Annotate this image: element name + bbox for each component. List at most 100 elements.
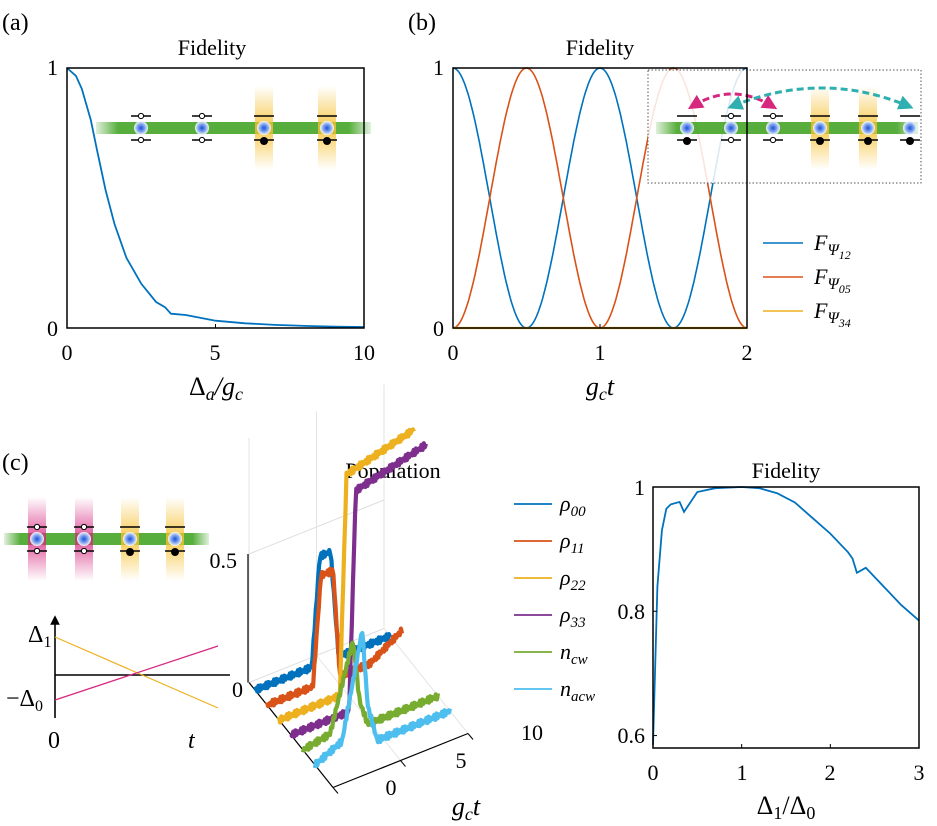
empty-state bbox=[198, 136, 206, 144]
atom bbox=[257, 121, 271, 135]
empty-state bbox=[769, 136, 777, 144]
sweep-delta1-label: Δ1 bbox=[28, 622, 51, 651]
sweep-zero-label: 0 bbox=[48, 728, 60, 754]
panel-a-xtick-0: 0 bbox=[62, 340, 73, 365]
pop-floor-grid bbox=[316, 655, 401, 761]
panel-c-fidelity-ytick-0.8: 0.8 bbox=[618, 599, 646, 624]
atom bbox=[766, 121, 780, 135]
population-xlabel: gct bbox=[452, 792, 481, 824]
panel-c-fidelity-title: Fidelity bbox=[752, 458, 820, 483]
atom bbox=[123, 532, 137, 546]
panel-b-legend-label: FΨ05 bbox=[813, 264, 851, 296]
empty-state bbox=[80, 523, 88, 531]
waveguide bbox=[656, 122, 918, 134]
panel-b-schematic bbox=[647, 69, 922, 184]
empty-state bbox=[198, 112, 206, 120]
panel-c: (c) Δ1 −Δ0 0 t Population 0.5 0 0 5 10 g… bbox=[2, 384, 925, 824]
panel-a: (a) Fidelity 1 0 0 5 10 Δa/gc bbox=[2, 10, 375, 404]
occupied-state bbox=[906, 137, 914, 145]
population-line-ρ11 bbox=[264, 566, 405, 709]
empty-state bbox=[33, 523, 41, 531]
atom bbox=[680, 121, 694, 135]
atom bbox=[168, 532, 182, 546]
occupied-state bbox=[171, 548, 179, 556]
population-line-ρ22 bbox=[276, 427, 416, 725]
panel-a-xlabel: Δa/gc bbox=[189, 372, 243, 404]
panel-b-tag: (b) bbox=[408, 10, 436, 36]
empty-state bbox=[727, 136, 735, 144]
population-xtick-0: 0 bbox=[386, 775, 397, 800]
atom bbox=[320, 121, 334, 135]
occupied-state bbox=[683, 137, 691, 145]
panel-c-tag: (c) bbox=[2, 450, 29, 476]
population-ztick-0.5: 0.5 bbox=[210, 548, 238, 573]
panel-a-tag: (a) bbox=[2, 10, 29, 36]
population-xtick-5: 5 bbox=[456, 748, 467, 773]
atom bbox=[195, 121, 209, 135]
panel-c-fidelity-ytick-0.6: 0.6 bbox=[618, 723, 646, 748]
panel-a-fidelity-line bbox=[66, 67, 365, 328]
atom bbox=[813, 121, 827, 135]
empty-state bbox=[33, 547, 41, 555]
panel-a-xtick-1: 5 bbox=[210, 340, 221, 365]
sweep-minus-delta0-label: −Δ0 bbox=[6, 686, 43, 715]
panel-c-fidelity-xtick-3: 3 bbox=[914, 760, 925, 785]
atom bbox=[77, 532, 91, 546]
panel-a-schematic bbox=[96, 86, 371, 170]
panel-a-ticks bbox=[66, 67, 365, 329]
panel-b-xtick-0: 0 bbox=[448, 340, 459, 365]
population-axes bbox=[247, 384, 474, 794]
occupied-state bbox=[864, 137, 872, 145]
population-legend-label: ncw bbox=[560, 639, 588, 668]
pop-gct-tick bbox=[467, 733, 474, 740]
population-legend-label: ρ22 bbox=[559, 565, 586, 594]
panel-c-fidelity-chart: Fidelity 1 0.8 0.6 0 1 2 3 Δ1/Δ0 bbox=[618, 458, 925, 823]
panel-c-schematic bbox=[4, 497, 209, 581]
panel-b-ytick-0: 0 bbox=[433, 316, 444, 341]
population-ztick-0: 0 bbox=[232, 677, 243, 702]
population-legend-label: nacw bbox=[560, 676, 595, 705]
empty-state bbox=[137, 112, 145, 120]
occupied-state bbox=[260, 137, 268, 145]
panel-b-legend-label: FΨ34 bbox=[813, 298, 851, 330]
empty-state bbox=[80, 547, 88, 555]
occupied-state bbox=[323, 137, 331, 145]
population-line-ρ00 bbox=[253, 547, 392, 694]
population-legend-label: ρ33 bbox=[559, 602, 586, 631]
atom bbox=[724, 121, 738, 135]
pop-gct-tick bbox=[400, 760, 406, 767]
population-chart: Population 0.5 0 0 5 10 gct ρ00ρ11ρ22ρ33… bbox=[210, 384, 595, 824]
waveguide bbox=[96, 122, 371, 134]
atom bbox=[903, 121, 917, 135]
panel-c-sweep-diagram: Δ1 −Δ0 0 t bbox=[6, 615, 230, 754]
panel-c-fidelity-line bbox=[652, 486, 920, 745]
panel-c-fidelity-ytick-1: 1 bbox=[634, 475, 645, 500]
atom bbox=[861, 121, 875, 135]
waveguide bbox=[4, 533, 209, 545]
panel-c-fidelity-xlabel: Δ1/Δ0 bbox=[757, 791, 816, 823]
population-legend: ρ00 ρ11 ρ22 ρ33 ncw nacw bbox=[514, 491, 595, 705]
population-legend-label: ρ11 bbox=[559, 528, 584, 557]
sweep-line-pink bbox=[54, 645, 219, 701]
panel-b-xlabel: gct bbox=[586, 372, 615, 404]
panel-b-ticks bbox=[452, 67, 748, 329]
panel-c-fidelity-ticks bbox=[652, 486, 920, 748]
occupied-state bbox=[126, 548, 134, 556]
panel-c-fidelity-xtick-2: 2 bbox=[825, 760, 836, 785]
panel-b-ytick-1: 1 bbox=[433, 55, 444, 80]
empty-state bbox=[769, 112, 777, 120]
population-legend-label: ρ00 bbox=[559, 491, 586, 520]
panel-b-title: Fidelity bbox=[566, 35, 634, 60]
pop-floor-grid bbox=[383, 628, 469, 734]
panel-b-xtick-2: 2 bbox=[742, 340, 753, 365]
panel-a-title: Fidelity bbox=[178, 35, 246, 60]
pop-gct-tick bbox=[332, 787, 339, 794]
population-curves bbox=[253, 427, 453, 769]
population-xtick-10: 10 bbox=[521, 720, 543, 745]
panel-b-xtick-1: 1 bbox=[595, 340, 606, 365]
panel-c-fidelity-axes bbox=[652, 486, 920, 749]
population-line-ρ33 bbox=[289, 441, 429, 739]
panel-a-xtick-2: 10 bbox=[353, 340, 375, 365]
